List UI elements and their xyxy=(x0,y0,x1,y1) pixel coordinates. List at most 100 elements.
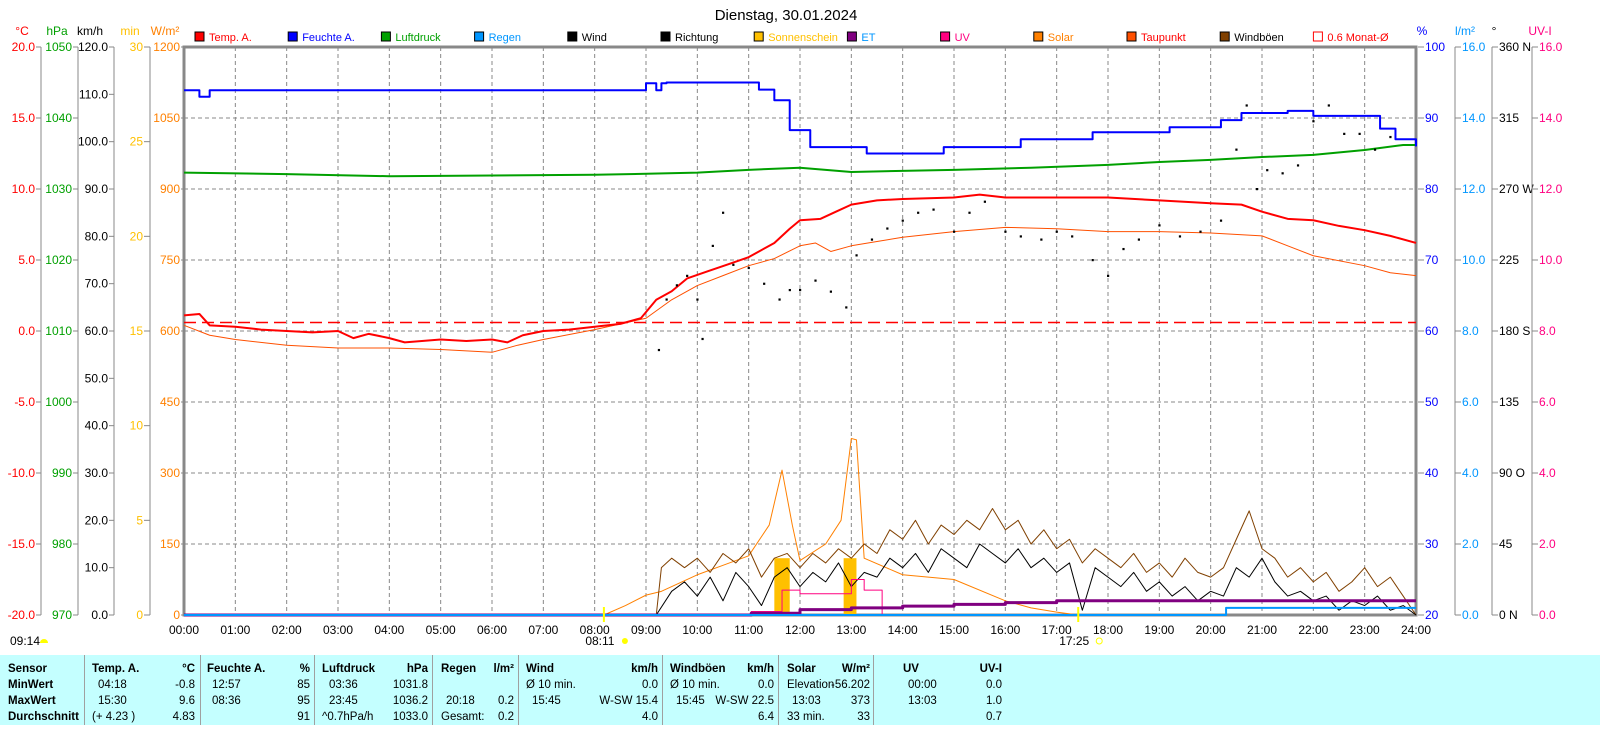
wind-direction-point xyxy=(1358,132,1361,135)
axis-unit-temp: °C xyxy=(15,24,29,38)
y-tick-label-temp: 0.0 xyxy=(18,324,35,338)
header-press-unit: hPa xyxy=(406,663,428,675)
header-temp: Temp. A. xyxy=(92,663,140,675)
y-tick-label-uv: 16.0 xyxy=(1539,40,1563,54)
wind-direction-point xyxy=(932,208,935,211)
wind-direction-point xyxy=(1219,219,1223,222)
x-tick-label: 22:00 xyxy=(1298,623,1328,637)
y-tick-label-solar: 600 xyxy=(160,324,180,338)
wind-direction-point xyxy=(886,227,889,230)
y-tick-label-solar: 150 xyxy=(160,537,180,551)
cell: 91 xyxy=(297,711,310,723)
wind-direction-point xyxy=(917,211,920,214)
series-taupunkt xyxy=(183,226,1417,353)
wind-direction-point xyxy=(1312,120,1315,123)
cell: 373 xyxy=(850,695,870,707)
y-tick-label-sun: 10 xyxy=(130,419,144,433)
x-tick-label: 24:00 xyxy=(1401,623,1431,637)
x-tick-label: 04:00 xyxy=(374,623,404,637)
y-tick-label-press: 1050 xyxy=(45,40,72,54)
y-tick-label-rain: 6.0 xyxy=(1462,395,1479,409)
legend-label: Feuchte A. xyxy=(302,32,355,44)
cell: 1033.0 xyxy=(392,711,428,723)
y-tick-label-rain: 8.0 xyxy=(1462,324,1479,338)
wind-direction-point xyxy=(711,244,714,247)
cell: 4.83 xyxy=(172,711,195,723)
header-temp-unit: °C xyxy=(182,663,195,675)
cell: Elevation xyxy=(787,679,835,691)
y-tick-label-uv: 2.0 xyxy=(1539,537,1556,551)
cell: 12:57 xyxy=(212,679,241,691)
legend-label: Solar xyxy=(1048,32,1074,44)
header-hum: Feuchte A. xyxy=(207,663,266,675)
legend-swatch xyxy=(474,31,485,42)
x-tick-label: 09:00 xyxy=(631,623,661,637)
axis-unit-dir: ° xyxy=(1492,24,1497,38)
y-tick-label-dir: 135 xyxy=(1499,395,1519,409)
cell: (+ 4.23 ) xyxy=(92,711,136,723)
sunrise-time: 08:11 xyxy=(585,634,614,648)
legend-label: Windböen xyxy=(1234,32,1284,44)
y-tick-label-temp: -15.0 xyxy=(8,537,36,551)
cell: 15:45 xyxy=(532,695,561,707)
y-tick-label-wind: 100.0 xyxy=(78,135,108,149)
y-tick-label-solar: 300 xyxy=(160,466,180,480)
sunset-icon xyxy=(1095,637,1103,645)
x-tick-label: 15:00 xyxy=(939,623,969,637)
legend-label: Temp. A. xyxy=(209,32,252,44)
axis-unit-hum: % xyxy=(1417,24,1428,38)
cell: 95 xyxy=(297,695,310,707)
cell: 4.0 xyxy=(642,711,658,723)
x-tick-label: 08:00 xyxy=(580,623,610,637)
col-sensor xyxy=(0,655,85,725)
x-tick-label: 00:00 xyxy=(169,623,199,637)
cell: 9.6 xyxy=(179,695,195,707)
y-tick-label-press: 970 xyxy=(52,608,72,622)
wind-direction-point xyxy=(1296,164,1300,167)
cell: 0.0 xyxy=(758,679,774,691)
y-tick-label-rain: 10.0 xyxy=(1462,253,1486,267)
cell: 0.2 xyxy=(498,711,514,723)
y-tick-label-solar: 1050 xyxy=(153,111,180,125)
x-tick-label: 01:00 xyxy=(220,623,250,637)
legend-label: Richtung xyxy=(675,32,718,44)
wind-direction-point xyxy=(1178,235,1182,238)
wind-direction-point xyxy=(1004,230,1007,233)
legend-swatch xyxy=(753,31,764,42)
wind-direction-point xyxy=(1158,224,1161,227)
wind-direction-point xyxy=(1199,230,1202,233)
cell: 13:03 xyxy=(792,695,821,707)
header-wind: Wind xyxy=(526,663,554,675)
y-tick-label-wind: 70.0 xyxy=(85,277,109,291)
legend-label: Wind xyxy=(582,32,607,44)
wind-direction-point xyxy=(845,306,848,309)
x-tick-label: 10:00 xyxy=(682,623,712,637)
sunshine-bar xyxy=(843,558,857,615)
wind-direction-point xyxy=(763,282,766,285)
cell: -0.8 xyxy=(175,679,195,691)
y-tick-label-solar: 0 xyxy=(173,608,180,622)
wind-direction-point xyxy=(1235,148,1238,151)
legend-label: Regen xyxy=(489,32,521,44)
y-tick-label-wind: 40.0 xyxy=(85,419,109,433)
x-tick-label: 16:00 xyxy=(990,623,1020,637)
wind-direction-point xyxy=(1107,274,1110,277)
y-tick-label-wind: 90.0 xyxy=(85,182,109,196)
legend-swatch xyxy=(1033,31,1044,42)
x-tick-label: 21:00 xyxy=(1247,623,1277,637)
wind-direction-point xyxy=(732,263,735,266)
cell: 6.4 xyxy=(758,711,774,723)
x-tick-label: 07:00 xyxy=(528,623,558,637)
axis-unit-solar: W/m² xyxy=(151,24,180,38)
col-wind xyxy=(519,655,663,725)
axes: 00:00 01:00 02:00 03:00 04:00 05:00 06:00 07:00… xyxy=(8,24,1563,637)
x-tick-label: 18:00 xyxy=(1093,623,1123,637)
y-tick-label-uv: 12.0 xyxy=(1539,182,1563,196)
wind-direction-point xyxy=(1245,104,1248,107)
y-tick-label-hum: 80 xyxy=(1425,182,1439,196)
legend-label: Sonnenschein xyxy=(768,32,838,44)
x-tick-label: 05:00 xyxy=(426,623,456,637)
cell: Ø 10 min. xyxy=(526,679,576,691)
y-tick-label-temp: 20.0 xyxy=(12,40,36,54)
x-tick-label: 17:00 xyxy=(1042,623,1072,637)
